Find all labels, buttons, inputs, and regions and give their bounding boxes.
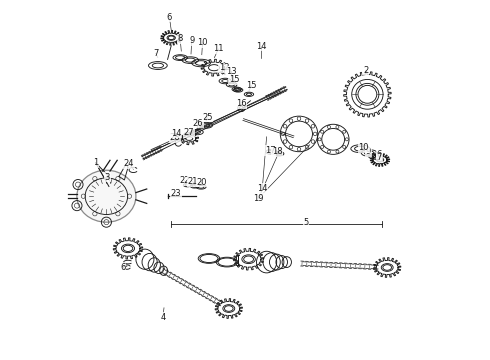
Text: 18: 18: [272, 148, 283, 157]
Text: 23: 23: [171, 189, 181, 198]
Text: 15: 15: [246, 81, 257, 90]
Text: 6: 6: [376, 150, 382, 159]
Text: 27: 27: [184, 128, 195, 137]
Text: 1: 1: [93, 158, 98, 167]
Text: 14: 14: [256, 42, 267, 51]
Text: 8: 8: [177, 35, 183, 44]
Text: 6: 6: [120, 263, 125, 272]
Text: 11: 11: [213, 45, 223, 54]
Text: 9: 9: [189, 36, 195, 45]
Text: 19: 19: [253, 194, 264, 202]
Text: 10: 10: [197, 38, 208, 47]
Text: 2: 2: [363, 66, 368, 75]
Text: 24: 24: [124, 159, 134, 168]
Text: 14: 14: [171, 129, 181, 138]
Text: 10: 10: [359, 143, 369, 152]
Text: 20: 20: [196, 178, 207, 187]
Text: 28: 28: [170, 133, 180, 142]
Text: 26: 26: [193, 119, 203, 128]
Text: 5: 5: [304, 218, 309, 227]
Text: 17: 17: [265, 146, 275, 155]
Text: 21: 21: [188, 177, 198, 186]
Text: 14: 14: [257, 184, 268, 193]
Text: 13: 13: [226, 67, 237, 76]
Text: 7: 7: [377, 153, 382, 162]
Text: 12: 12: [219, 63, 229, 72]
Text: 7: 7: [153, 49, 158, 58]
Text: 16: 16: [236, 99, 246, 108]
Text: 6: 6: [167, 13, 172, 22]
Text: 3: 3: [105, 173, 110, 182]
Text: 15: 15: [229, 76, 240, 85]
Text: 25: 25: [202, 112, 213, 122]
Text: 4: 4: [160, 313, 166, 322]
Text: 22: 22: [179, 176, 190, 185]
Text: 9: 9: [366, 148, 371, 157]
Ellipse shape: [77, 170, 136, 222]
